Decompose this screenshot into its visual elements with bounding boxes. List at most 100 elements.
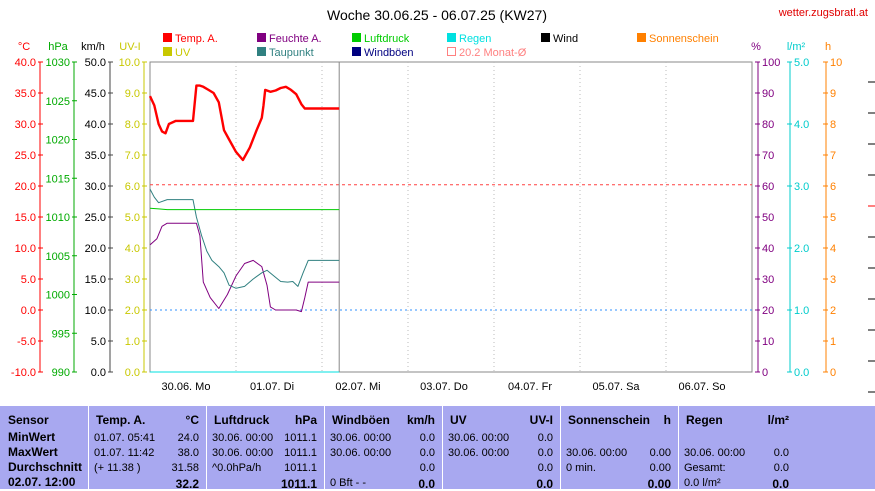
cell-time: 01.07. 11:42: [94, 447, 155, 459]
series-line: [149, 222, 340, 313]
cell-time: 0 min.: [566, 462, 596, 474]
legend: Temp. A. Feuchte A. Luftdruck Regen Wind Sonn…: [163, 33, 719, 59]
tick-label: 20.0: [15, 181, 36, 193]
x-label: 03.07. Do: [420, 381, 468, 393]
column-header: UV: [450, 413, 467, 427]
series-line: [148, 84, 340, 162]
tick-label: 10.0: [119, 57, 140, 69]
column-unit: hPa: [294, 413, 317, 427]
cell-value: 0.00: [647, 477, 671, 491]
legend-swatch: [541, 33, 550, 42]
legend-swatch: [163, 33, 172, 42]
tick-label: 10: [830, 57, 842, 69]
tick-label: 25.0: [15, 150, 36, 162]
column-separator: [324, 406, 325, 489]
tick-label: 25.0: [85, 212, 106, 224]
tick-label: 30.0: [85, 181, 106, 193]
tick-label: 40: [762, 243, 774, 255]
column-unit: UV-I: [529, 413, 553, 427]
x-label: 01.07. Di: [250, 381, 294, 393]
column-header: Regen: [686, 413, 723, 427]
cell-value: 0.0: [537, 447, 553, 459]
cell-time: 30.06. 00:00: [448, 447, 510, 459]
column-unit: h: [663, 413, 671, 427]
legend-label: UV: [175, 47, 191, 59]
column-separator: [560, 406, 561, 489]
weather-chart: Woche 30.06.25 - 06.07.25 (KW27) wetter.…: [11, 7, 875, 393]
legend-swatch: [352, 47, 361, 56]
legend-swatch: [352, 33, 361, 42]
cell-value: 1011.1: [284, 432, 317, 444]
cell-time: 30.06. 00:00: [448, 432, 510, 444]
tick-label: 0.0: [91, 367, 106, 379]
column-header: Luftdruck: [214, 413, 270, 427]
cell-time: 30.06. 00:00: [212, 447, 274, 459]
tick-label: 5.0: [794, 57, 809, 69]
site-link[interactable]: wetter.zugsbratl.at: [778, 7, 868, 19]
tick-label: 35.0: [85, 150, 106, 162]
tick-label: 3.0: [794, 181, 809, 193]
column-separator: [678, 406, 679, 489]
cell-value: 0.0: [537, 462, 553, 474]
tick-label: 5.0: [91, 336, 106, 348]
tick-label: 60: [762, 181, 774, 193]
axis-unit: km/h: [81, 41, 105, 53]
legend-swatch: [257, 33, 266, 42]
axis-unit: °C: [18, 41, 30, 53]
cell-time: 0 Bft - -: [330, 477, 367, 489]
series-group: [148, 84, 340, 373]
tick-label: 4.0: [794, 119, 809, 131]
tick-label: 1005: [46, 251, 70, 263]
cell-value: 0.0: [773, 447, 789, 459]
tick-label: 990: [52, 367, 70, 379]
row-label: Durchschnitt: [8, 460, 83, 474]
legend-label: Sonnenschein: [649, 33, 719, 45]
tick-label: 1010: [46, 212, 70, 224]
row-label: MaxWert: [8, 445, 58, 459]
tick-label: 0: [762, 367, 768, 379]
tick-label: 4: [830, 243, 836, 255]
tick-label: 50.0: [85, 57, 106, 69]
cell-value: 32.2: [175, 477, 199, 491]
tick-label: 1: [830, 336, 836, 348]
cell-value: 0.0: [419, 447, 435, 459]
cell-value: 0.0: [419, 462, 435, 474]
tick-label: 1015: [46, 173, 70, 185]
tick-label: 0: [830, 367, 836, 379]
tick-label: 4.0: [125, 243, 140, 255]
cell-value: 0.0: [537, 432, 553, 444]
cell-value: 0.0: [418, 477, 435, 491]
tick-label: 10: [762, 336, 774, 348]
tick-label: 1.0: [794, 305, 809, 317]
cell-value: 1011.1: [280, 477, 317, 491]
cell-value: 0.0: [536, 477, 553, 491]
axis-unit: l/m²: [787, 41, 806, 53]
right-axes: %1009080706050403020100l/m²5.04.03.02.01…: [751, 41, 875, 393]
tick-label: 1020: [46, 135, 70, 147]
tick-label: 80: [762, 119, 774, 131]
tick-label: 15.0: [15, 212, 36, 224]
stats-table: Sensor Temp. A. °C Luftdruck hPa Windböen km/h…: [0, 406, 875, 491]
tick-label: 0.0: [794, 367, 809, 379]
axis-unit: UV-I: [119, 41, 140, 53]
tick-label: 8: [830, 119, 836, 131]
tick-label: -5.0: [17, 336, 36, 348]
x-label: 02.07. Mi: [335, 381, 380, 393]
tick-label: 1000: [46, 290, 70, 302]
column-separator: [206, 406, 207, 489]
cell-time: 30.06. 00:00: [684, 447, 746, 459]
tick-label: 5.0: [125, 212, 140, 224]
legend-label: Taupunkt: [269, 47, 314, 59]
tick-label: 1030: [46, 57, 70, 69]
column-header: Temp. A.: [96, 413, 146, 427]
legend-label: Temp. A.: [175, 33, 218, 45]
legend-label: 20.2 Monat-Ø: [459, 47, 527, 59]
tick-label: -10.0: [11, 367, 36, 379]
tick-label: 8.0: [125, 119, 140, 131]
left-axes: °C 40.0 35.0 30.0 25.0 20.0 15.0 10.0 5.0 0.0 -5.0…: [11, 41, 147, 379]
tick-label: 30.0: [15, 119, 36, 131]
legend-label: Feuchte A.: [269, 33, 322, 45]
row-label: 02.07. 12:00: [8, 475, 76, 489]
cell-value: 1011.1: [284, 447, 317, 459]
legend-label: Wind: [553, 33, 578, 45]
